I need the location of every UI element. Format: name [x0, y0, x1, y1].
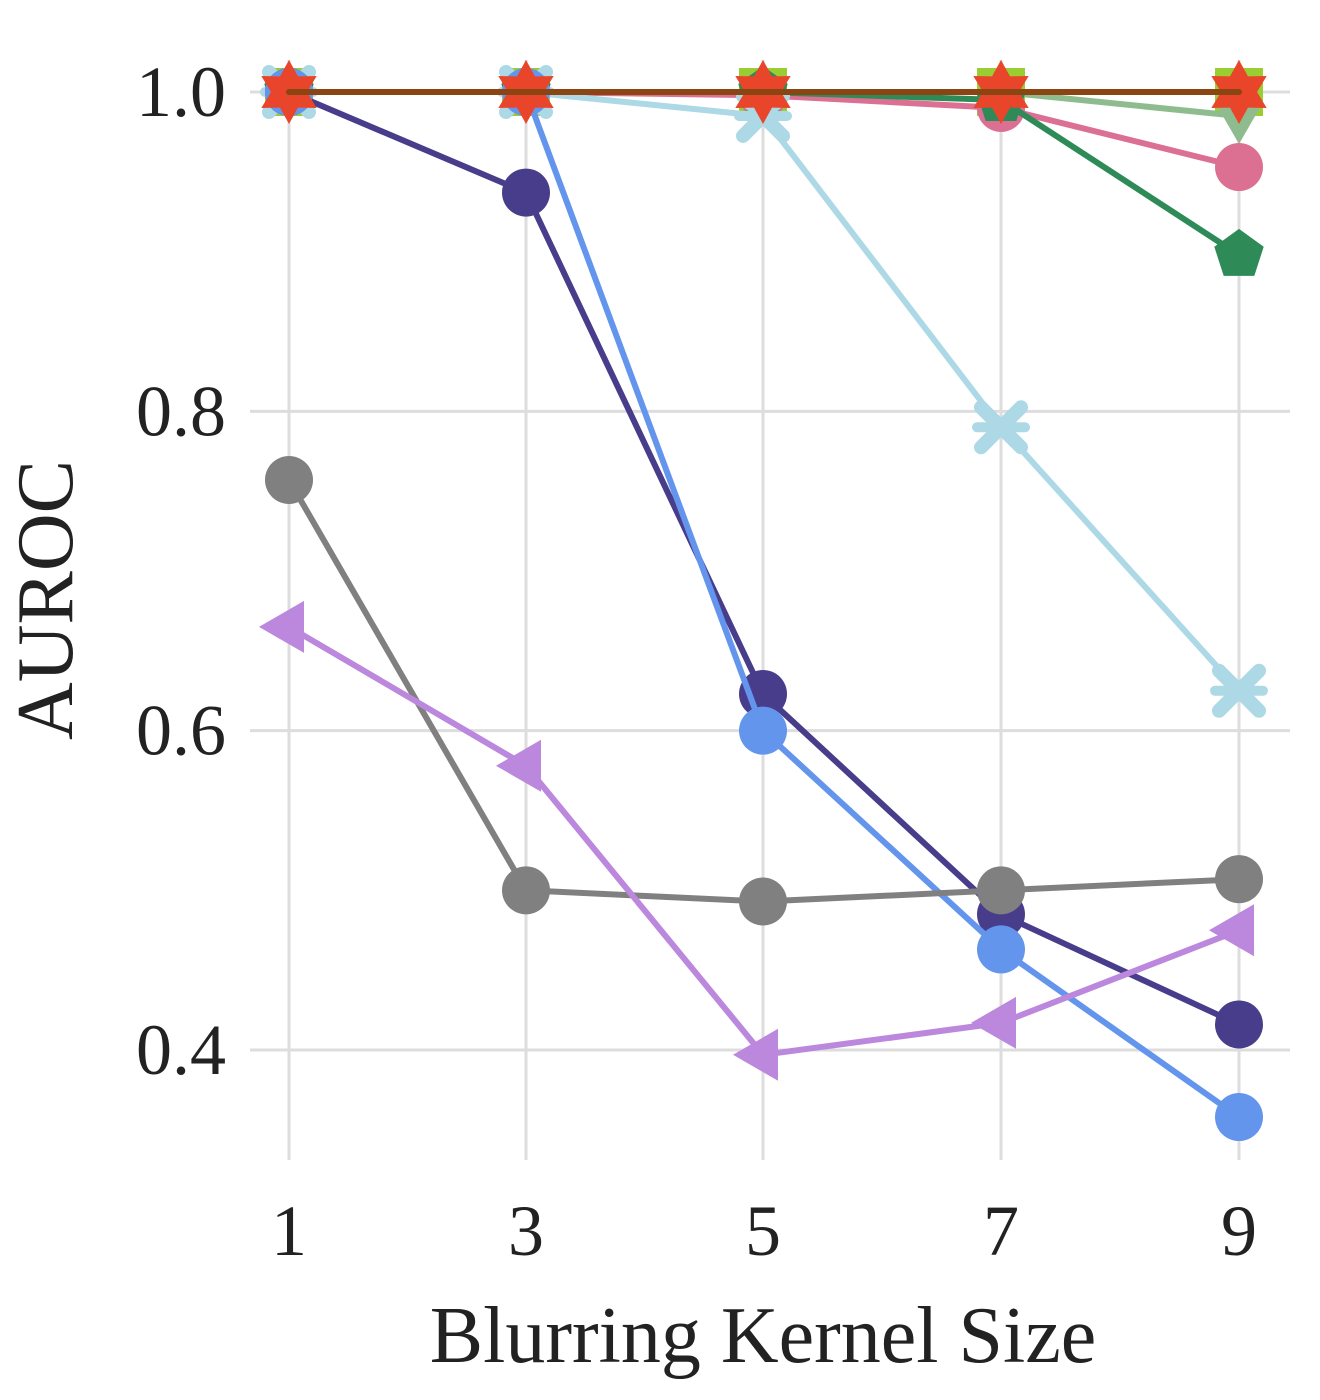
x-tick-label: 7 — [983, 1191, 1019, 1271]
series-layer — [259, 60, 1268, 1142]
data-point — [977, 866, 1025, 915]
data-point — [733, 1028, 778, 1081]
series-9 — [259, 600, 1254, 1081]
data-point — [739, 877, 787, 926]
y-tick-label: 0.4 — [136, 1010, 226, 1090]
data-point — [265, 455, 313, 504]
grid — [250, 60, 1290, 1160]
data-point — [971, 996, 1016, 1049]
data-point — [1210, 663, 1268, 718]
data-point — [502, 866, 550, 915]
data-point — [1209, 904, 1254, 957]
data-point — [259, 600, 304, 653]
data-point — [1215, 143, 1263, 192]
y-tick-label: 0.6 — [136, 691, 226, 771]
series-8 — [265, 455, 1263, 926]
x-tick-label: 3 — [508, 1191, 544, 1271]
x-tick-label: 5 — [745, 1191, 781, 1271]
data-point — [1215, 1093, 1263, 1142]
data-point — [496, 739, 541, 792]
data-point — [739, 706, 787, 755]
data-point — [1215, 1000, 1263, 1049]
data-point — [502, 168, 550, 217]
y-tick-label: 0.8 — [136, 371, 226, 451]
y-tick-label: 1.0 — [136, 52, 226, 132]
data-point — [972, 400, 1030, 455]
tick-labels: 1 3 5 7 9 0.4 0.6 0.8 1.0 — [136, 52, 1257, 1271]
data-point — [1215, 855, 1263, 904]
x-axis-title: Blurring Kernel Size — [430, 1292, 1096, 1380]
y-axis-title: AUROC — [2, 460, 90, 740]
x-tick-label: 9 — [1221, 1191, 1257, 1271]
x-tick-label: 1 — [271, 1191, 307, 1271]
data-point — [977, 925, 1025, 974]
data-point — [1214, 228, 1264, 276]
